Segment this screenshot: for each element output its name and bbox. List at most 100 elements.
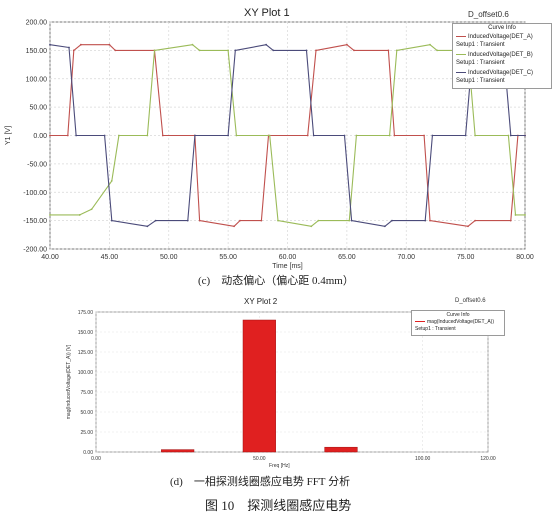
y-tick-label: 0.00	[83, 450, 93, 456]
panel-caption: (d) 一相探测线圈感应电势 FFT 分析	[170, 476, 351, 488]
y-tick-label: 100.00	[78, 370, 94, 376]
data-point-a	[387, 49, 390, 52]
data-point-a	[467, 225, 469, 228]
legend-setup: Setup1 : Transient	[456, 60, 505, 66]
data-point-b	[49, 214, 51, 216]
legend-label: InducedVoltage(DET_B)	[468, 52, 533, 58]
data-point-a	[161, 134, 164, 137]
data-point-a	[474, 219, 477, 222]
legend-label: InducedVoltage(DET_C)	[468, 70, 534, 76]
data-point-c	[431, 134, 434, 137]
y-tick-label: 25.00	[80, 430, 93, 436]
data-point-c	[509, 134, 512, 137]
figure-caption: 图 10 探测线圈感应电势	[205, 498, 352, 513]
legend-swatch-a	[456, 35, 466, 37]
x-tick-label: 65.00	[338, 254, 356, 261]
y-tick-label: -100.00	[23, 190, 47, 197]
data-point-b	[235, 134, 238, 137]
data-point-c	[154, 219, 157, 222]
data-point-c	[49, 43, 51, 46]
data-point-c	[305, 49, 308, 52]
data-point-c	[103, 134, 106, 137]
data-point-a	[233, 225, 235, 228]
data-point-b	[153, 49, 156, 52]
data-point-b	[514, 214, 517, 216]
y-tick-label: 0.00	[33, 133, 47, 140]
data-point-a	[108, 43, 111, 46]
data-point-b	[317, 219, 320, 222]
bar	[242, 319, 276, 453]
y-tick-label: 75.00	[80, 390, 93, 396]
x-tick-label: 70.00	[397, 254, 415, 261]
data-point-a	[509, 219, 512, 222]
data-point-c	[146, 225, 149, 228]
y-tick-label: 150.00	[78, 330, 94, 336]
data-point-b	[310, 225, 313, 228]
data-point-b	[110, 180, 113, 182]
legend-setup: Setup1 : Transient	[456, 78, 505, 84]
data-point-c	[383, 225, 386, 228]
data-point-b	[268, 134, 271, 137]
x-tick-label: 50.00	[160, 254, 178, 261]
data-point-c	[265, 43, 268, 46]
data-point-c	[193, 134, 196, 137]
legend-swatch-b	[456, 53, 466, 55]
data-point-a	[49, 134, 51, 137]
data-point-a	[79, 43, 82, 46]
data-point-b	[146, 134, 149, 137]
data-point-c	[272, 49, 275, 52]
data-point-b	[436, 49, 439, 52]
x-axis-label: Time [ms]	[272, 263, 303, 270]
data-point-b	[348, 219, 351, 222]
data-point-b	[191, 43, 194, 46]
x-tick-label: 80.00	[516, 254, 534, 261]
data-point-a	[66, 134, 69, 137]
data-point-b	[78, 214, 81, 216]
data-point-b	[277, 219, 279, 222]
corner-label: D_offset0.6	[455, 298, 486, 304]
chart-title: XY Plot 2	[244, 297, 278, 306]
data-point-c	[391, 219, 393, 222]
bar	[324, 446, 358, 453]
x-tick-label: 100.00	[415, 456, 431, 462]
x-tick-label: 0.00	[91, 456, 101, 462]
legend-title: Curve Info	[446, 312, 470, 318]
line-chart: 40.00 45.00 50.00 55.00 60.00 65.00 70.00 75.00…	[5, 20, 534, 271]
series-line-c	[49, 44, 525, 227]
data-point-b	[429, 43, 431, 46]
data-point-c	[350, 219, 353, 222]
data-point-b	[90, 208, 93, 211]
data-point-a	[345, 43, 348, 46]
legend-item-a: mag(InducedVoltage(DET_A))	[415, 319, 494, 325]
data-point-c	[464, 134, 467, 137]
data-point-b	[524, 214, 526, 216]
corner-label: D_offset0.6	[468, 10, 509, 19]
x-tick-label: 45.00	[101, 254, 119, 261]
x-tick-label: 40.00	[41, 254, 59, 261]
chart-legend: Curve Info mag(InducedVoltage(DET_A)) Se…	[411, 310, 505, 336]
bar	[161, 449, 195, 453]
data-point-a	[114, 49, 117, 52]
panel-caption: (c) 动态偏心（偏心距 0.4mm）	[198, 275, 354, 287]
x-tick-label: 120.00	[480, 456, 496, 462]
y-axis-label: mag(InducedVoltage(DET_A)) [V]	[66, 344, 72, 419]
y-tick-label: -200.00	[23, 247, 47, 254]
data-point-c	[312, 134, 315, 137]
data-point-a	[393, 134, 396, 137]
legend-item-c: InducedVoltage(DET_C)	[456, 70, 533, 76]
data-point-c	[227, 134, 230, 137]
y-tick-label: 50.00	[29, 105, 47, 112]
y-tick-label: 125.00	[78, 350, 94, 356]
chart-legend: Curve Info InducedVoltage(DET_A) Setup1 …	[452, 23, 552, 89]
x-axis-label: Freq [Hz]	[269, 463, 290, 469]
legend-item-a: InducedVoltage(DET_A)	[456, 34, 533, 40]
y-axis-label: Y1 [V]	[5, 126, 12, 145]
data-point-a	[315, 49, 317, 52]
data-point-c	[343, 134, 346, 137]
data-point-a	[72, 49, 75, 52]
data-point-c	[424, 219, 427, 222]
data-point-a	[423, 134, 425, 137]
data-point-a	[306, 134, 309, 137]
legend-label: InducedVoltage(DET_A)	[468, 34, 533, 40]
y-tick-label: 175.00	[78, 310, 94, 316]
